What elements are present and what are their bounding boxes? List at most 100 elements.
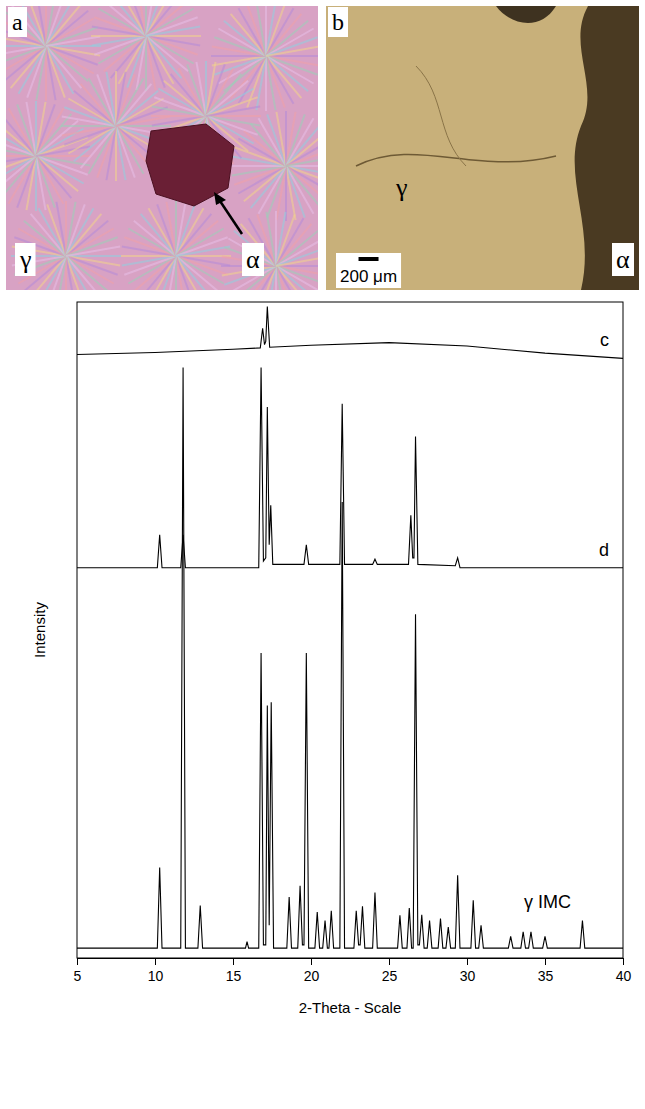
figure: aγαbγα200 μm5101520253035402-Theta - Sca… [0,0,645,1109]
plot-frame [77,302,623,958]
spherulite-ray [66,246,120,256]
crystal [146,124,234,206]
spherulite-ray [146,36,165,88]
phase-label: γ [19,245,32,274]
spherulite-ray [267,114,286,166]
xrd-pattern [77,307,623,359]
series-group [77,307,623,949]
spherulite-ray [134,256,176,290]
x-tick: 5 [74,958,82,984]
grain-boundary [416,66,466,166]
scale-bar-label: 200 μm [340,267,397,286]
spherulite-ray [146,17,198,36]
spherulite-ray [62,126,116,136]
spherulite-ray [36,156,46,210]
spherulite-ray [46,46,56,100]
spherulite-ray [66,256,76,290]
spherulite-ray [64,126,116,145]
series-label: c [600,330,609,350]
spherulite-ray [6,46,46,56]
x-tick: 10 [148,958,164,984]
spherulite-ray [94,36,146,55]
x-tick-mark [77,958,78,965]
spherulite-ray [106,72,116,126]
arrow [218,198,242,234]
x-tick-mark [155,958,156,965]
spherulite-ray [146,26,200,36]
spherulite-ray [286,156,318,166]
x-tick: 25 [382,958,398,984]
phase-label: α [616,245,630,274]
x-axis: 5 10 15 20 25 30 35 40 [74,958,632,984]
spherulite-ray [116,126,135,178]
spherulite-ray [92,36,146,46]
spherulite-ray [276,266,286,290]
spherulite-ray [176,256,186,290]
alpha-region [575,6,639,290]
spherulite-ray [36,6,46,46]
spherulite-ray [286,166,296,220]
x-tick-label: 5 [74,968,82,984]
x-tick-label: 25 [382,968,398,984]
x-tick: 30 [460,958,476,984]
spherulite-ray [46,46,65,98]
spherulite-ray [56,202,66,256]
label-box [328,7,348,37]
panel-letter: a [12,9,23,35]
spherulite-ray [266,56,285,108]
spherulite-ray [286,166,305,218]
x-axis-line [78,958,624,959]
spherulite-ray [256,6,266,56]
spherulite-ray [136,6,146,36]
y-axis-title: Intensity [31,602,48,658]
xrd-pattern [77,368,623,949]
x-tick-label: 10 [148,968,164,984]
scale-bar [359,257,379,261]
spherulite-ray [116,126,126,180]
x-tick: 40 [616,958,632,984]
spherulite-ray [176,237,228,256]
series-labels: c d γ IMC [524,330,609,912]
x-tick-label: 20 [304,968,320,984]
spherulite-ray [97,74,116,126]
spherulite-ray [166,202,176,256]
x-tick: 15 [226,958,242,984]
spherulite-ray [66,237,118,256]
x-tick-mark [545,958,546,965]
spherulite-ray [266,212,276,266]
x-tick-label: 30 [460,968,476,984]
x-tick-mark [311,958,312,965]
spherulite-ray [212,56,266,66]
spherulite-ray [47,204,66,256]
phase-label: α [246,245,260,274]
x-axis-title: 2-Theta - Scale [299,999,402,1016]
spherulite-ray [152,116,206,126]
image-ground [6,6,318,290]
x-tick: 35 [538,958,554,984]
image-ground [326,6,639,290]
spherulite-ray [266,56,276,110]
spherulite-ray [234,166,286,185]
spherulite-ray [17,104,36,156]
micrograph-b: bγα200 μm [326,6,639,290]
x-tick-mark [233,958,234,965]
label-box [8,7,27,37]
label-box [336,253,401,288]
x-tick-label: 35 [538,968,554,984]
arrow-head [214,192,226,205]
spherulite-ray [187,64,206,116]
x-tick-label: 40 [616,968,632,984]
spherulite-ray [206,97,258,116]
spherulite-ray [46,27,98,46]
spherulite-ray [276,256,318,266]
series-label: d [599,540,609,560]
label-box [612,243,634,276]
series-label: γ IMC [524,892,571,912]
spherulite-ray [157,204,176,256]
spherulite-ray [276,112,286,166]
micrograph-a: a γ α [0,0,341,321]
x-tick-mark [623,958,624,965]
spherulite-ray [146,36,156,90]
spherulite-ray [247,6,266,56]
spherulite-ray [266,37,318,56]
